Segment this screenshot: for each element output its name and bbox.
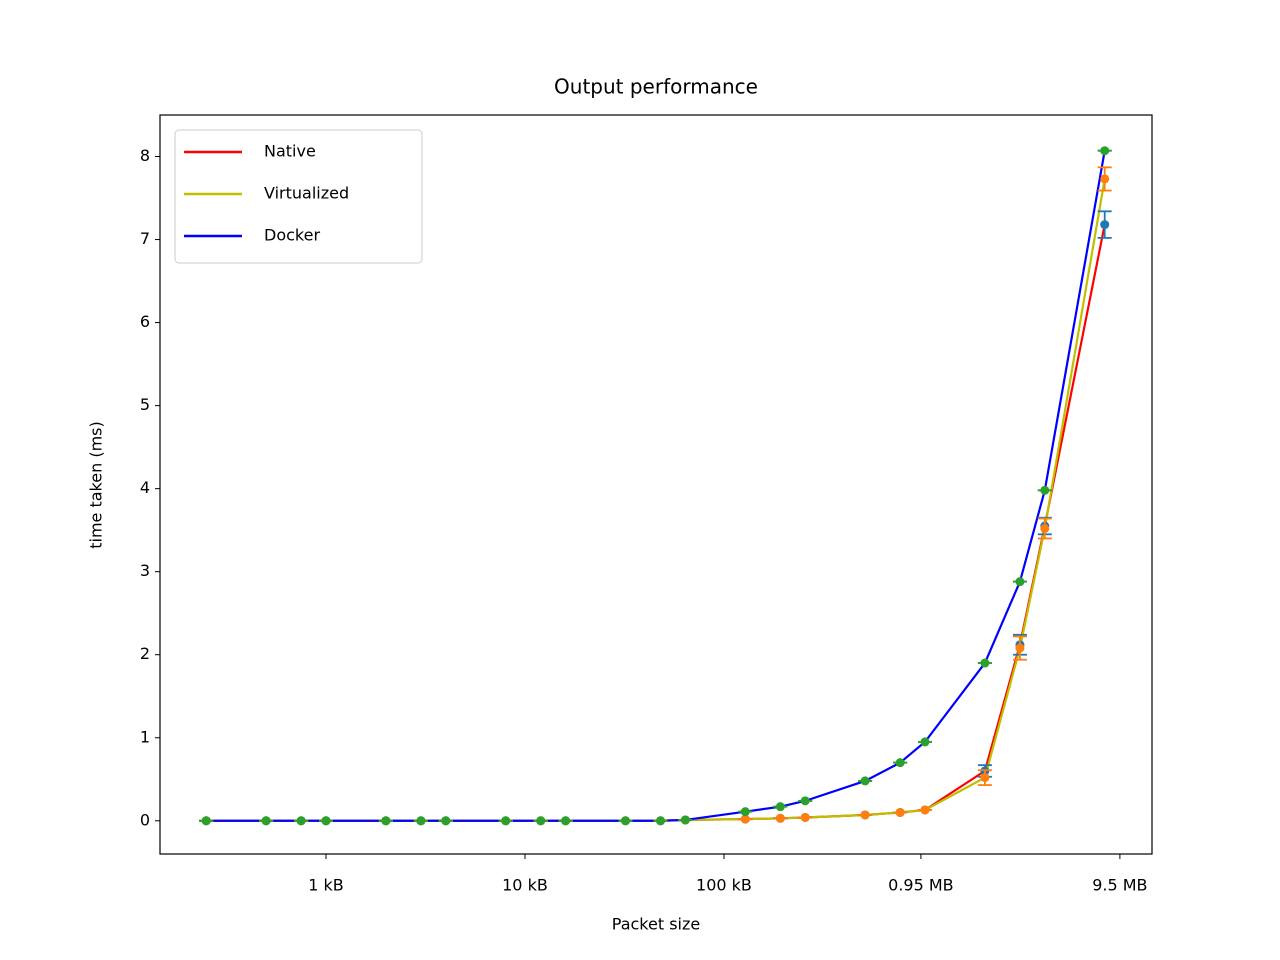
data-point — [895, 807, 905, 817]
data-point — [296, 816, 306, 826]
data-point — [1100, 174, 1110, 184]
data-point — [1040, 524, 1050, 534]
x-tick-label: 9.5 MB — [1092, 876, 1147, 895]
data-point — [800, 796, 810, 806]
y-axis-label: time taken (ms) — [87, 421, 106, 548]
data-point — [441, 816, 451, 826]
data-point — [656, 816, 666, 826]
data-point — [980, 658, 990, 668]
data-point — [416, 816, 426, 826]
chart-title: Output performance — [554, 75, 758, 99]
x-tick-label: 0.95 MB — [888, 876, 954, 895]
y-tick-label: 8 — [140, 146, 150, 165]
data-point — [740, 814, 750, 824]
data-point — [1015, 577, 1025, 587]
data-point — [1100, 146, 1110, 156]
data-point — [775, 802, 785, 812]
data-point — [321, 816, 331, 826]
x-axis-label: Packet size — [612, 915, 700, 934]
x-tick-label: 1 kB — [308, 876, 344, 895]
plot-frame — [159, 114, 1153, 855]
data-point — [381, 816, 391, 826]
y-tick-label: 1 — [140, 727, 150, 746]
data-point — [800, 812, 810, 822]
y-tick-label: 3 — [140, 561, 150, 580]
legend-label: Native — [264, 142, 316, 161]
x-tick-label: 10 kB — [502, 876, 548, 895]
data-point — [261, 816, 271, 826]
data-point — [1015, 643, 1025, 653]
y-tick-label: 0 — [140, 810, 150, 829]
y-tick-label: 4 — [140, 478, 150, 497]
data-point — [536, 816, 546, 826]
y-tick-label: 2 — [140, 644, 150, 663]
y-tick-label: 5 — [140, 395, 150, 414]
legend-box — [174, 129, 423, 264]
y-tick-label: 7 — [140, 229, 150, 248]
data-point — [620, 816, 630, 826]
data-point — [895, 758, 905, 768]
data-point — [1100, 220, 1110, 230]
data-point — [860, 810, 870, 820]
legend-label: Docker — [264, 226, 320, 245]
data-point — [920, 805, 930, 815]
legend-label: Virtualized — [264, 184, 349, 203]
data-point — [1040, 485, 1050, 495]
data-point — [980, 773, 990, 783]
data-point — [740, 807, 750, 817]
data-point — [561, 816, 571, 826]
data-point — [680, 815, 690, 825]
data-point — [920, 737, 930, 747]
data-point — [201, 816, 211, 826]
data-point — [775, 813, 785, 823]
x-tick-label: 100 kB — [696, 876, 752, 895]
data-point — [860, 776, 870, 786]
data-point — [501, 816, 511, 826]
y-tick-label: 6 — [140, 312, 150, 331]
